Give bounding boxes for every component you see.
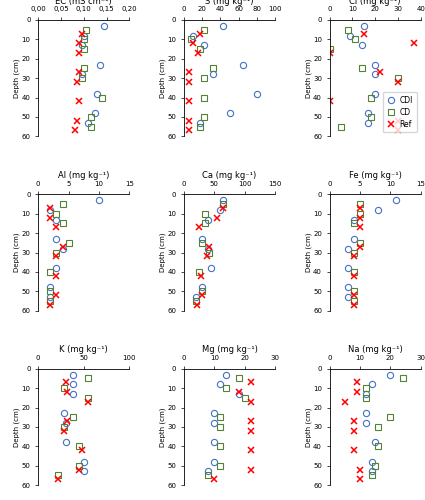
Y-axis label: Depth (cm): Depth (cm)	[14, 233, 20, 272]
Y-axis label: Depth (cm): Depth (cm)	[305, 407, 312, 447]
Y-axis label: Depth (cm): Depth (cm)	[305, 58, 312, 98]
Title: Na (mg kg⁻¹): Na (mg kg⁻¹)	[348, 346, 402, 354]
Y-axis label: Depth (cm): Depth (cm)	[14, 58, 20, 98]
Y-axis label: Depth (cm): Depth (cm)	[14, 407, 20, 447]
Title: Al (mg kg⁻¹): Al (mg kg⁻¹)	[58, 171, 110, 180]
Legend: CDI, CD, Ref: CDI, CD, Ref	[383, 92, 417, 132]
Title: S (mg kg⁻¹): S (mg kg⁻¹)	[205, 0, 254, 6]
Y-axis label: Depth (cm): Depth (cm)	[159, 233, 166, 272]
Title: Ca (mg kg⁻¹): Ca (mg kg⁻¹)	[202, 171, 257, 180]
Title: EC (mS cm⁻¹): EC (mS cm⁻¹)	[55, 0, 112, 6]
Title: K (mg kg⁻¹): K (mg kg⁻¹)	[60, 346, 108, 354]
Y-axis label: Depth (cm): Depth (cm)	[159, 58, 166, 98]
Title: Cl (mg kg⁻¹): Cl (mg kg⁻¹)	[349, 0, 401, 6]
Y-axis label: Depth (cm): Depth (cm)	[159, 407, 166, 447]
Title: Mg (mg kg⁻¹): Mg (mg kg⁻¹)	[201, 346, 258, 354]
Y-axis label: Depth (cm): Depth (cm)	[305, 233, 312, 272]
Title: Fe (mg kg⁻¹): Fe (mg kg⁻¹)	[349, 171, 402, 180]
